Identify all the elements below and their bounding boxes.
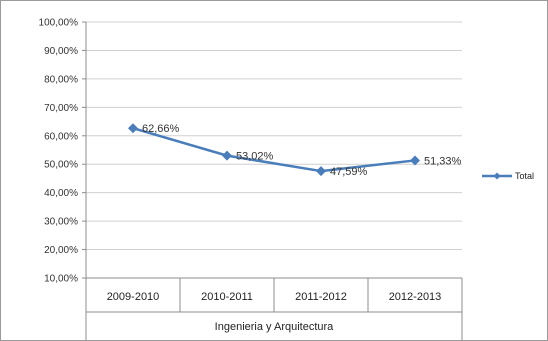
y-tick-label: 10,00% [44,274,78,285]
data-label: 53,02% [236,151,274,163]
x-category-label: 2009-2010 [107,291,160,303]
data-point-marker [410,155,420,166]
y-tick-label: 50,00% [44,160,78,171]
x-axis-categories: 2009-2010 2010-2011 2011-2012 2012-2013 Inge… [107,291,442,333]
data-label: 47,59% [330,166,368,178]
x-category-label: 2011-2012 [295,291,347,303]
legend-label-total: Total [515,171,534,181]
series-total: 62,66% 53,02% 47,59% 51,33% [128,123,462,178]
axes [82,21,463,340]
x-category-label: 2010-2011 [201,291,253,303]
y-tick-label: 100,00% [39,18,79,29]
gridlines [86,21,462,251]
x-category-label: 2012-2013 [389,291,442,303]
y-tick-label: 70,00% [44,103,78,114]
y-tick-label: 20,00% [44,245,78,256]
y-tick-label: 80,00% [44,74,78,85]
data-point-marker [316,166,326,177]
series-line-total [132,127,416,173]
legend: Total [482,171,534,181]
data-point-marker [222,150,232,161]
x-group-label: Ingenieria y Arquitectura [215,321,335,333]
y-tick-label: 30,00% [44,217,78,228]
legend-marker-total [493,172,501,180]
y-tick-label: 90,00% [44,46,78,57]
data-point-marker [128,123,138,134]
y-tick-label: 60,00% [44,131,78,142]
y-axis-ticks: 10,00% 20,00% 30,00% 40,00% 50,00% 60,00% 70,0… [39,18,79,285]
data-label: 51,33% [424,155,462,167]
y-tick-label: 40,00% [44,188,78,199]
data-label: 62,66% [142,123,180,135]
